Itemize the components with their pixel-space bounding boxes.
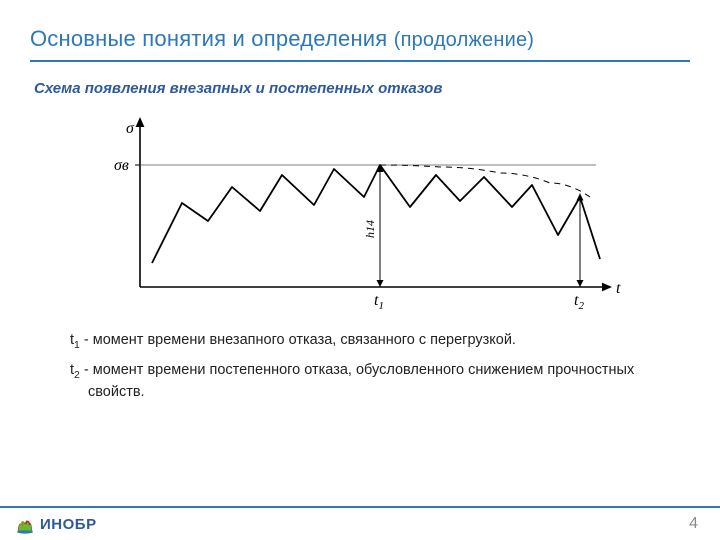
title-divider: [30, 60, 690, 62]
logo-text: ИНОБР: [40, 516, 97, 533]
definition-t2: t2 - момент времени постепенного отказа,…: [60, 361, 680, 403]
svg-text:σв: σв: [114, 157, 129, 174]
svg-text:t: t: [616, 280, 621, 297]
definition-t1: t1 - момент времени внезапного отказа, с…: [60, 331, 680, 353]
svg-text:t1: t1: [374, 292, 384, 312]
chart-subtitle: Схема появления внезапных и постепенных …: [34, 80, 690, 97]
t1-text: - момент времени внезапного отказа, связ…: [80, 332, 516, 348]
definitions: t1 - момент времени внезапного отказа, с…: [60, 331, 680, 403]
page-number: 4: [689, 515, 698, 533]
svg-text:h14: h14: [363, 220, 377, 238]
failure-scheme-chart: σ σв t t1 t2 h14: [80, 107, 640, 317]
logo-icon: [14, 513, 36, 535]
svg-text:t2: t2: [574, 292, 584, 312]
chart-svg: σ σв t t1 t2 h14: [80, 107, 640, 317]
title-main: Основные понятия и определения: [30, 26, 387, 51]
slide-title: Основные понятия и определения (продолже…: [30, 26, 690, 52]
slide-footer: ИНОБР 4: [0, 506, 720, 540]
title-continuation: (продолжение): [394, 29, 534, 51]
svg-text:σ: σ: [126, 120, 135, 137]
footer-logo: ИНОБР: [14, 513, 97, 535]
t2-text: - момент времени постепенного отказа, об…: [80, 362, 634, 400]
